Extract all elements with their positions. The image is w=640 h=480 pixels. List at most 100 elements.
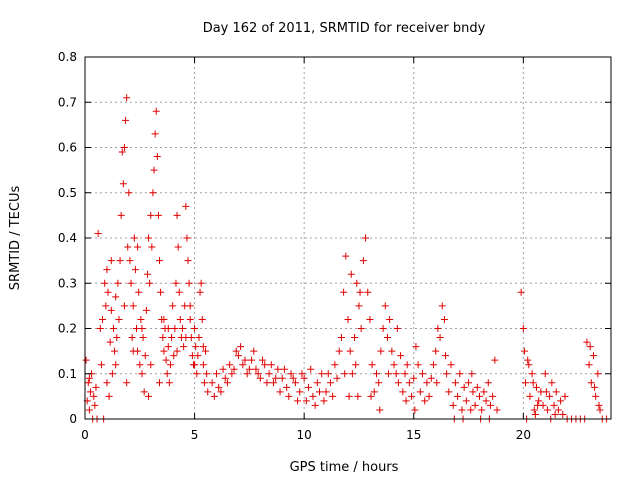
data-point (215, 383, 223, 391)
data-point (476, 392, 483, 400)
data-point (381, 302, 389, 310)
data-point (203, 370, 211, 378)
data-point (149, 189, 157, 197)
data-point (362, 234, 370, 242)
x-tick-label: 5 (191, 428, 199, 442)
data-point (194, 352, 202, 360)
data-point (99, 315, 107, 323)
data-point (355, 302, 363, 310)
data-point (108, 370, 116, 378)
data-point (193, 370, 201, 378)
data-point (107, 306, 115, 314)
data-point (135, 288, 143, 296)
data-point (204, 388, 212, 396)
data-point (94, 229, 102, 237)
chart-title: Day 162 of 2011, SRMTID for receiver bnd… (203, 21, 486, 36)
data-point (585, 361, 593, 369)
data-point (341, 370, 349, 378)
data-point (113, 334, 121, 342)
data-point (248, 356, 256, 364)
data-point (445, 388, 453, 396)
data-point (175, 288, 183, 296)
data-point (103, 379, 111, 387)
data-point (377, 347, 385, 355)
data-point (265, 370, 273, 378)
data-point (117, 211, 125, 219)
data-point (168, 334, 176, 342)
data-point (392, 370, 400, 378)
data-point (105, 392, 113, 400)
data-point (541, 370, 549, 378)
data-point (106, 338, 114, 346)
data-point (586, 343, 594, 351)
data-point (280, 365, 288, 373)
data-point (112, 293, 120, 301)
data-point (429, 361, 437, 369)
data-point (163, 370, 171, 378)
data-point (276, 388, 284, 396)
y-tick-label: 0 (69, 412, 77, 426)
axis-ticks: 0 5 10 15 20 0 0.1 0.2 0.3 0.4 0.5 0.6 0.7 0.8 (58, 50, 611, 442)
data-point (143, 270, 151, 278)
data-point (239, 361, 247, 369)
data-point (223, 379, 231, 387)
data-point (90, 392, 98, 400)
data-point (519, 325, 527, 332)
data-point (458, 406, 466, 414)
data-point (156, 257, 164, 265)
data-point (256, 374, 264, 382)
x-tick-label: 0 (81, 428, 89, 442)
data-point (283, 383, 291, 391)
data-point (104, 288, 112, 296)
y-tick-label: 0.1 (58, 367, 77, 381)
data-point (129, 347, 137, 355)
data-point (91, 401, 99, 409)
data-point (557, 397, 565, 405)
data-point (376, 406, 384, 414)
data-point (311, 401, 319, 409)
data-point (199, 361, 207, 369)
data-point (123, 379, 131, 387)
data-point (285, 392, 293, 400)
data-point (112, 361, 120, 369)
data-point (84, 379, 92, 387)
data-point (402, 397, 410, 405)
data-point (82, 356, 90, 364)
data-point (252, 365, 260, 373)
data-point (440, 315, 448, 323)
data-point (364, 288, 372, 296)
data-point (120, 144, 128, 151)
data-point (313, 379, 321, 387)
data-point (296, 388, 304, 396)
data-point (432, 347, 440, 355)
data-point (140, 388, 148, 396)
data-point (354, 392, 362, 400)
data-point (438, 302, 446, 310)
data-point (433, 379, 441, 387)
data-point (596, 406, 604, 414)
data-point (531, 410, 539, 418)
data-point (119, 180, 127, 188)
data-point (480, 388, 488, 396)
data-point (191, 325, 199, 332)
data-point (529, 379, 537, 387)
y-tick-label: 0.4 (58, 231, 77, 245)
data-point (520, 347, 528, 355)
data-point (345, 392, 353, 400)
data-point (524, 356, 532, 364)
data-point (337, 334, 345, 342)
data-point (532, 383, 540, 391)
data-point (169, 302, 177, 310)
data-point (318, 370, 326, 378)
data-point (289, 374, 297, 382)
data-point (484, 379, 492, 387)
data-point (228, 370, 236, 378)
data-point (427, 374, 435, 382)
data-point (136, 361, 144, 369)
data-point (269, 379, 277, 387)
data-point (410, 374, 418, 382)
data-point (486, 401, 494, 409)
data-point (552, 388, 560, 396)
data-point (114, 279, 122, 287)
data-point (173, 211, 181, 219)
